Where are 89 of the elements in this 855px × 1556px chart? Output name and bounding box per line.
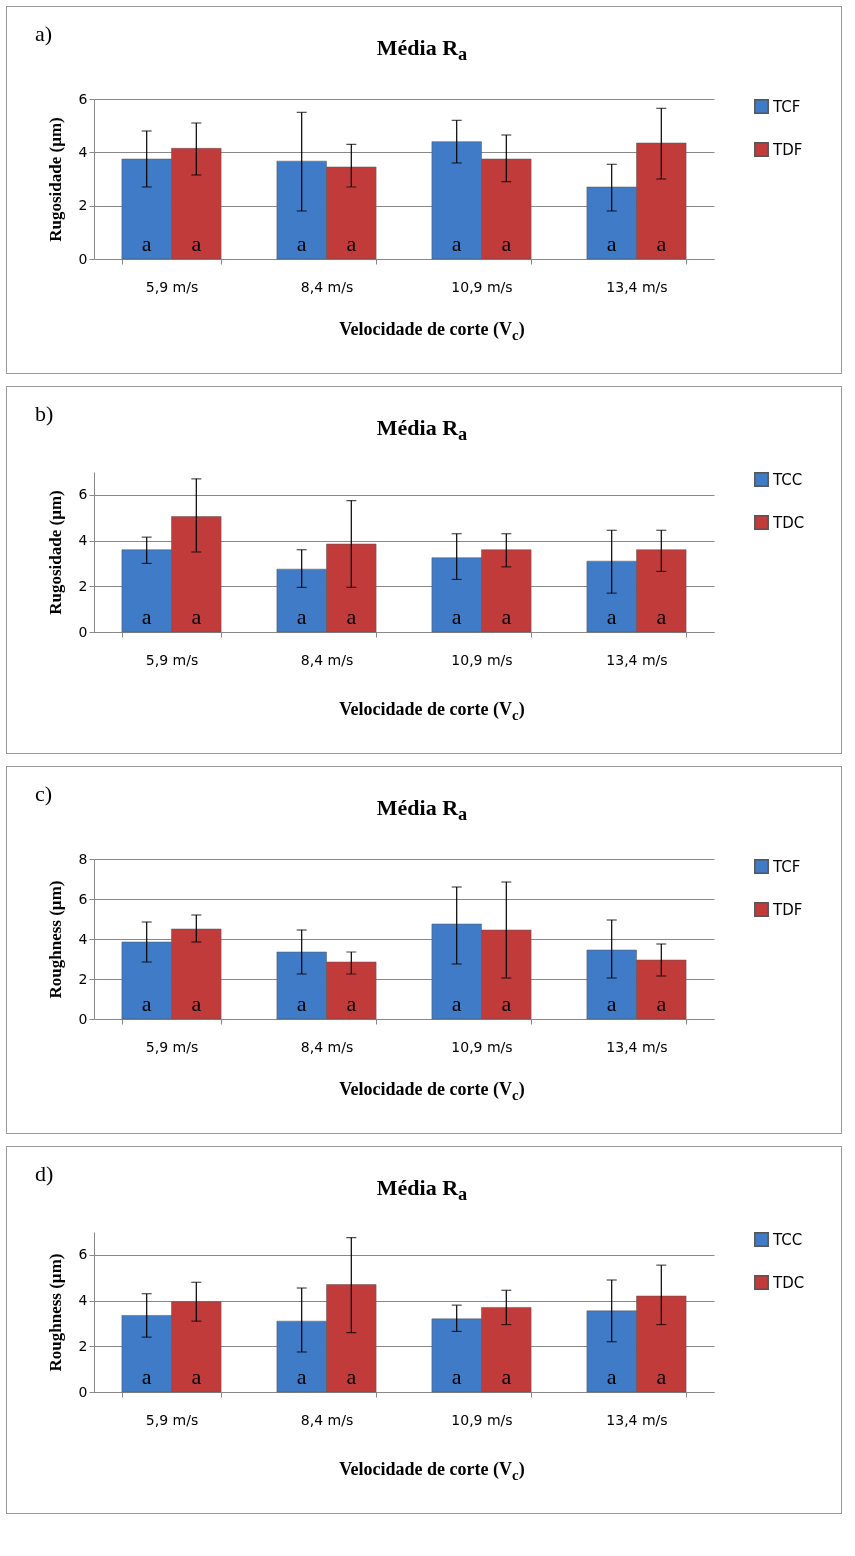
x-tick-label: 5,9 m/s xyxy=(145,1411,199,1428)
y-axis-title: Rugosidade (µm) xyxy=(45,117,65,242)
y-tick-label: 0 xyxy=(78,623,88,640)
x-axis-title: Velocidade de corte (V$_{c}$) xyxy=(338,699,526,724)
legend-label: TCF xyxy=(772,97,801,116)
y-tick-label: 2 xyxy=(78,197,88,214)
y-axis-title: Roughness (µm) xyxy=(45,1253,65,1372)
y-tick-label: 4 xyxy=(78,930,88,947)
x-tick-label: 8,4 m/s xyxy=(300,278,354,295)
y-tick-label: 4 xyxy=(78,143,88,160)
legend-label: TCC xyxy=(772,1230,803,1249)
x-axis-title: Velocidade de corte (V$_{c}$) xyxy=(338,319,526,344)
data-label: a xyxy=(656,604,667,629)
y-axis-title: Rugosidade (µm) xyxy=(45,490,65,615)
y-tick-label: 4 xyxy=(78,532,88,549)
data-label: a xyxy=(141,604,152,629)
text: c) xyxy=(35,781,53,807)
x-tick-label: 5,9 m/s xyxy=(145,651,199,668)
y-axis-title: Roughness (µm) xyxy=(45,880,65,999)
x-axis-title: Velocidade de corte (V$_{c}$) xyxy=(338,1459,526,1484)
x-tick-label: 13,4 m/s xyxy=(606,278,668,295)
data-label: a xyxy=(501,991,512,1016)
y-tick-label: 2 xyxy=(78,1337,88,1354)
data-label: a xyxy=(141,231,152,256)
legend-label: TDC xyxy=(772,513,805,532)
data-label: a xyxy=(501,231,512,256)
data-label: a xyxy=(141,1364,152,1389)
data-label: a xyxy=(191,991,202,1016)
data-label: a xyxy=(296,1364,307,1389)
x-tick-label: 10,9 m/s xyxy=(451,651,513,668)
legend-label: TDC xyxy=(772,1273,805,1292)
x-tick-label: 13,4 m/s xyxy=(606,1411,668,1428)
data-label: a xyxy=(606,604,617,629)
data-label: a xyxy=(451,1364,462,1389)
data-label: a xyxy=(191,604,202,629)
data-label: a xyxy=(606,1364,617,1389)
y-tick-label: 6 xyxy=(78,90,88,107)
y-tick-label: 2 xyxy=(78,577,88,594)
y-tick-label: 4 xyxy=(78,1292,88,1309)
chart-title: Média R$_{a}$ xyxy=(376,415,468,445)
x-axis-title: Velocidade de corte (V$_{c}$) xyxy=(338,1079,526,1104)
y-tick-label: 6 xyxy=(78,890,88,907)
x-tick-label: 13,4 m/s xyxy=(606,651,668,668)
y-tick-label: 6 xyxy=(78,486,88,503)
y-tick-label: 8 xyxy=(78,850,88,867)
legend-label: TDF xyxy=(772,900,803,919)
chart-title: Média R$_{a}$ xyxy=(376,1175,468,1205)
y-tick-label: 2 xyxy=(78,970,88,987)
text: b) xyxy=(35,401,54,427)
legend-label: TCF xyxy=(772,857,801,876)
y-tick-label: 6 xyxy=(78,1246,88,1263)
data-label: a xyxy=(346,604,357,629)
y-tick-label: 0 xyxy=(78,250,88,267)
legend-label: TDF xyxy=(772,140,803,159)
text: d) xyxy=(35,1161,54,1187)
data-label: a xyxy=(346,991,357,1016)
data-label: a xyxy=(296,231,307,256)
x-tick-label: 10,9 m/s xyxy=(451,1038,513,1055)
data-label: a xyxy=(501,604,512,629)
data-label: a xyxy=(191,1364,202,1389)
x-tick-label: 8,4 m/s xyxy=(300,651,354,668)
chart-title: Média R$_{a}$ xyxy=(376,35,468,65)
chart-title: Média R$_{a}$ xyxy=(376,795,468,825)
data-label: a xyxy=(191,231,202,256)
data-label: a xyxy=(501,1364,512,1389)
legend-label: TCC xyxy=(772,470,803,489)
y-tick-label: 0 xyxy=(78,1010,88,1027)
x-tick-label: 5,9 m/s xyxy=(145,1038,199,1055)
data-label: a xyxy=(656,991,667,1016)
data-label: a xyxy=(296,991,307,1016)
data-label: a xyxy=(451,231,462,256)
data-label: a xyxy=(451,991,462,1016)
x-tick-label: 8,4 m/s xyxy=(300,1038,354,1055)
data-label: a xyxy=(606,991,617,1016)
data-label: a xyxy=(141,991,152,1016)
data-label: a xyxy=(346,1364,357,1389)
y-tick-label: 0 xyxy=(78,1383,88,1400)
x-tick-label: 5,9 m/s xyxy=(145,278,199,295)
x-tick-label: 8,4 m/s xyxy=(300,1411,354,1428)
text: a) xyxy=(35,21,53,47)
data-label: a xyxy=(296,604,307,629)
data-label: a xyxy=(606,231,617,256)
data-label: a xyxy=(656,231,667,256)
data-label: a xyxy=(451,604,462,629)
x-tick-label: 13,4 m/s xyxy=(606,1038,668,1055)
x-tick-label: 10,9 m/s xyxy=(451,1411,513,1428)
data-label: a xyxy=(656,1364,667,1389)
x-tick-label: 10,9 m/s xyxy=(451,278,513,295)
data-label: a xyxy=(346,231,357,256)
